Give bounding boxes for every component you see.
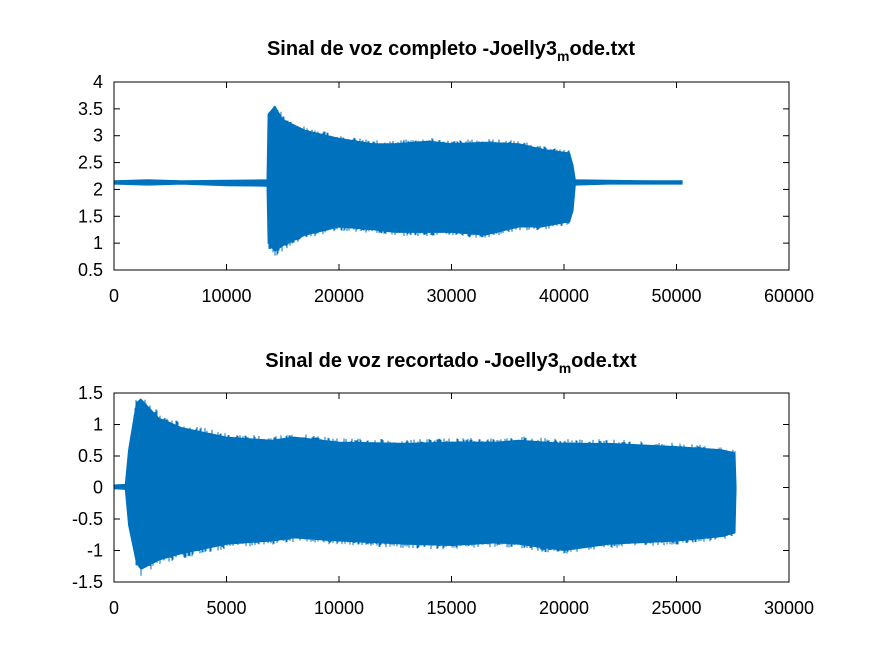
axes-box — [113, 392, 790, 583]
ticks-layer: 0 10000 20000 30000 40000 50000 60000 0.5 1 1.5 2 2… — [78, 72, 814, 306]
x-tick-label: 40000 — [539, 286, 589, 306]
y-tick-label: 0 — [93, 478, 103, 498]
waveform-detail — [113, 106, 683, 256]
ticks-layer: 0 5000 10000 15000 20000 25000 30000 -1.5 -1 -0.5… — [72, 383, 814, 618]
y-tick-label: 1.5 — [78, 206, 103, 226]
y-tick-label: 0.5 — [78, 260, 103, 280]
x-tick-label: 0 — [109, 286, 119, 306]
x-tick-label: 10000 — [201, 286, 251, 306]
waveform-detail — [113, 398, 737, 576]
x-tick-label: 20000 — [539, 598, 589, 618]
y-tick-label: 2.5 — [78, 153, 103, 173]
y-tick-label: 1 — [93, 415, 103, 435]
y-tick-label: 0.5 — [78, 446, 103, 466]
y-tick-label: 3.5 — [78, 99, 103, 119]
y-tick-label: 1 — [93, 233, 103, 253]
x-tick-label: 10000 — [314, 598, 364, 618]
y-tick-label: -0.5 — [72, 509, 103, 529]
y-tick-label: -1.5 — [72, 572, 103, 592]
x-tick-label: 0 — [109, 598, 119, 618]
y-tick-label: 4 — [93, 72, 103, 92]
y-tick-label: -1 — [87, 541, 103, 561]
plot-complete-signal: Sinal de voz completo -Joelly3mode.txt 0… — [78, 38, 814, 306]
x-tick-label: 5000 — [206, 598, 246, 618]
x-tick-label: 30000 — [764, 598, 814, 618]
x-tick-label: 60000 — [764, 286, 814, 306]
y-tick-label: 3 — [93, 126, 103, 146]
y-tick-label: 2 — [93, 179, 103, 199]
y-tick-label: 1.5 — [78, 383, 103, 403]
chart-title: Sinal de voz completo -Joelly3mode.txt — [267, 38, 635, 64]
x-tick-label: 20000 — [314, 286, 364, 306]
chart-title: Sinal de voz recortado -Joelly3mode.txt — [265, 350, 637, 376]
x-tick-label: 30000 — [426, 286, 476, 306]
axes-box — [113, 81, 790, 271]
x-tick-label: 25000 — [651, 598, 701, 618]
x-tick-label: 50000 — [651, 286, 701, 306]
plot-trimmed-signal: Sinal de voz recortado -Joelly3mode.txt … — [72, 350, 814, 618]
x-tick-label: 15000 — [426, 598, 476, 618]
